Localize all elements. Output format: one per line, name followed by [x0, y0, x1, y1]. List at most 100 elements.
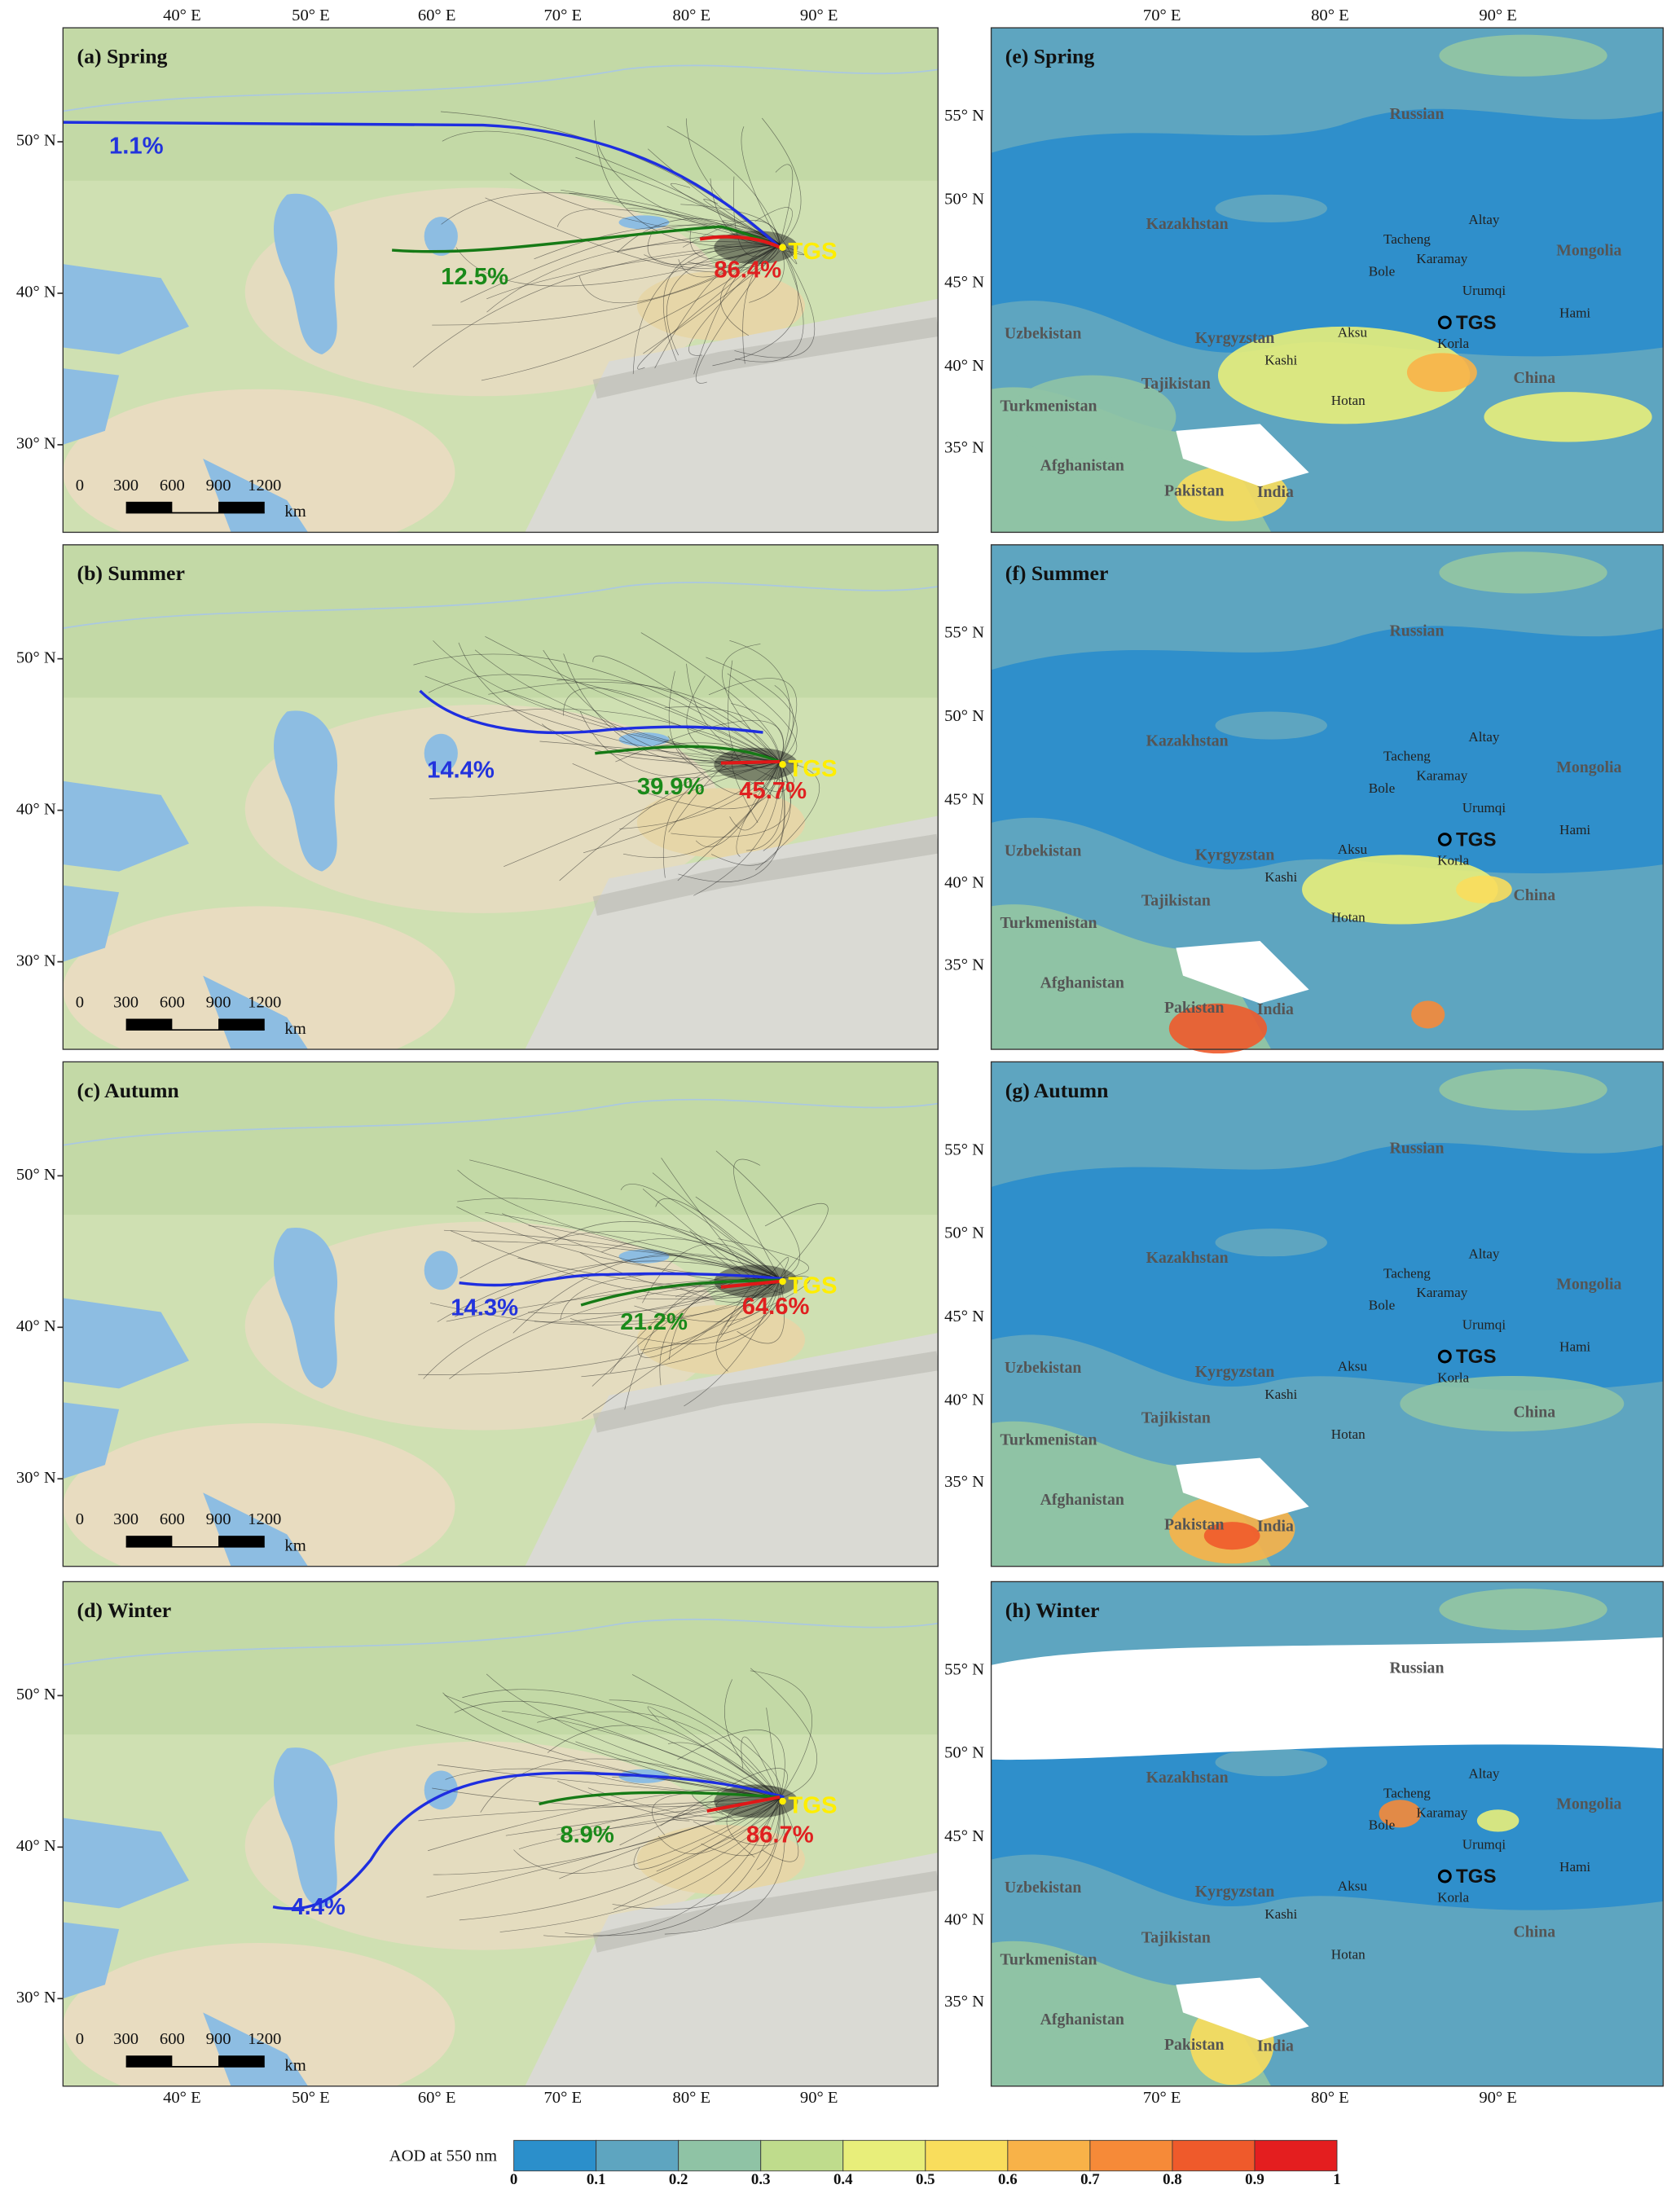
back-trajectory: [722, 220, 781, 245]
lon-label: 70° E: [1143, 2089, 1181, 2107]
back-trajectory: [488, 682, 781, 763]
back-trajectory: [668, 749, 781, 833]
back-trajectory: [412, 244, 781, 367]
colorbar-tick: 0.6: [998, 2171, 1018, 2188]
back-trajectory: [733, 1158, 781, 1279]
cluster-percent: 14.4%: [427, 758, 495, 784]
aod-area: [1476, 1809, 1519, 1832]
site-marker: [1437, 1349, 1452, 1364]
country-label: Uzbekistan: [1005, 325, 1081, 343]
lat-label: 55° N: [944, 1141, 984, 1158]
country-label: Turkmenistan: [1001, 397, 1097, 415]
back-trajectory: [609, 1277, 781, 1374]
scale-tick: 600: [160, 2030, 185, 2048]
city-label: Urumqi: [1462, 1837, 1506, 1853]
back-trajectory: [729, 761, 781, 831]
back-trajectory: [418, 1798, 781, 1822]
back-trajectory: [581, 1278, 781, 1378]
back-trajectory: [715, 1150, 800, 1279]
site-marker: [779, 761, 786, 768]
country-label: Pakistan: [1164, 481, 1225, 499]
scale-tick: 900: [206, 994, 231, 1012]
scale-segment: [218, 2055, 265, 2067]
back-trajectory: [619, 1786, 781, 1846]
trajectory-cluster: [714, 231, 798, 265]
back-trajectory: [762, 1798, 799, 1862]
scale-tick: 1200: [248, 994, 281, 1012]
trajectory-cluster: [714, 747, 798, 781]
lat-label: 40° N: [16, 284, 56, 301]
back-trajectory: [715, 1797, 781, 1821]
colorbar-segment: [678, 2139, 762, 2172]
back-trajectory: [469, 1159, 781, 1279]
country-label: India: [1257, 1517, 1294, 1535]
city-label: Kashi: [1264, 869, 1297, 885]
country-label: India: [1257, 2037, 1294, 2055]
cluster-green: [580, 1278, 781, 1307]
cluster-red: [699, 235, 781, 249]
lon-label: 70° E: [543, 2089, 582, 2107]
back-trajectory: [637, 244, 781, 370]
country-label: Turkmenistan: [1001, 1431, 1097, 1449]
aod-area: [1168, 1003, 1268, 1054]
lon-label: 50° E: [292, 7, 330, 24]
panel-border: [990, 1580, 1665, 2087]
scale-tick: 0: [76, 994, 84, 1012]
panel-border: [62, 27, 939, 534]
back-trajectory: [679, 1278, 781, 1303]
back-trajectory: [695, 761, 781, 847]
city-label: Aksu: [1338, 842, 1368, 857]
city-label: Tacheng: [1383, 1265, 1431, 1281]
country-label: Afghanistan: [1040, 2011, 1124, 2029]
trajectory-panel: 14.4% 39.9% 45.7%TGS (b) Summer 50° N 40° N 30…: [16, 544, 939, 1050]
site-label: TGS: [788, 1793, 837, 1819]
back-trajectory: [480, 1758, 781, 1813]
trajectories: 14.3% 21.2% 64.6%TGS: [418, 1150, 837, 1420]
back-trajectory: [413, 653, 781, 763]
panel-label: (a) Spring: [77, 45, 168, 68]
cluster-blue: [459, 1272, 783, 1287]
scale-tick: 600: [160, 1510, 185, 1528]
back-trajectory: [565, 1798, 781, 1936]
back-trajectory: [583, 761, 781, 854]
scale-tick: 300: [113, 1510, 139, 1528]
back-trajectory: [454, 1700, 781, 1799]
panel-label: (c) Autumn: [77, 1079, 179, 1102]
lon-label: 50° E: [292, 2089, 330, 2107]
site-marker: [1437, 315, 1452, 330]
city-label: Tacheng: [1383, 1785, 1431, 1800]
colorbar-segment: [1254, 2139, 1338, 2172]
city-label: Korla: [1437, 1889, 1470, 1905]
colorbar-segment: [925, 2139, 1009, 2172]
back-trajectory: [432, 1787, 781, 1808]
cluster-percent: 39.9%: [637, 774, 705, 800]
back-trajectory: [774, 684, 794, 763]
back-trajectory: [428, 1789, 781, 1852]
back-trajectory: [693, 761, 781, 896]
back-trajectory: [775, 164, 794, 245]
site-label: TGS: [1456, 829, 1496, 851]
city-label: Kashi: [1264, 353, 1297, 368]
city-label: Urumqi: [1462, 283, 1506, 298]
cluster-percent: 14.3%: [451, 1295, 518, 1321]
country-label: Mongolia: [1556, 1276, 1621, 1294]
colorbar-tick: 0.7: [1080, 2171, 1100, 2188]
lon-label: 90° E: [1479, 2089, 1517, 2107]
back-trajectory: [486, 241, 781, 313]
country-label: Afghanistan: [1040, 974, 1124, 991]
aod-area: [1400, 1375, 1625, 1432]
lon-label: 90° E: [800, 7, 838, 24]
back-trajectory: [686, 663, 781, 763]
city-label: Hotan: [1331, 393, 1366, 408]
city-label: Hotan: [1331, 910, 1366, 925]
city-label: Altay: [1468, 1766, 1500, 1782]
back-trajectory: [657, 1798, 781, 1854]
country-label: China: [1513, 886, 1555, 904]
back-trajectory: [647, 230, 781, 266]
lat-label: 50° N: [944, 707, 984, 725]
cluster-green: [539, 1791, 781, 1806]
city-label: Korla: [1437, 853, 1470, 868]
back-trajectory: [754, 207, 793, 245]
back-trajectory: [688, 244, 781, 356]
